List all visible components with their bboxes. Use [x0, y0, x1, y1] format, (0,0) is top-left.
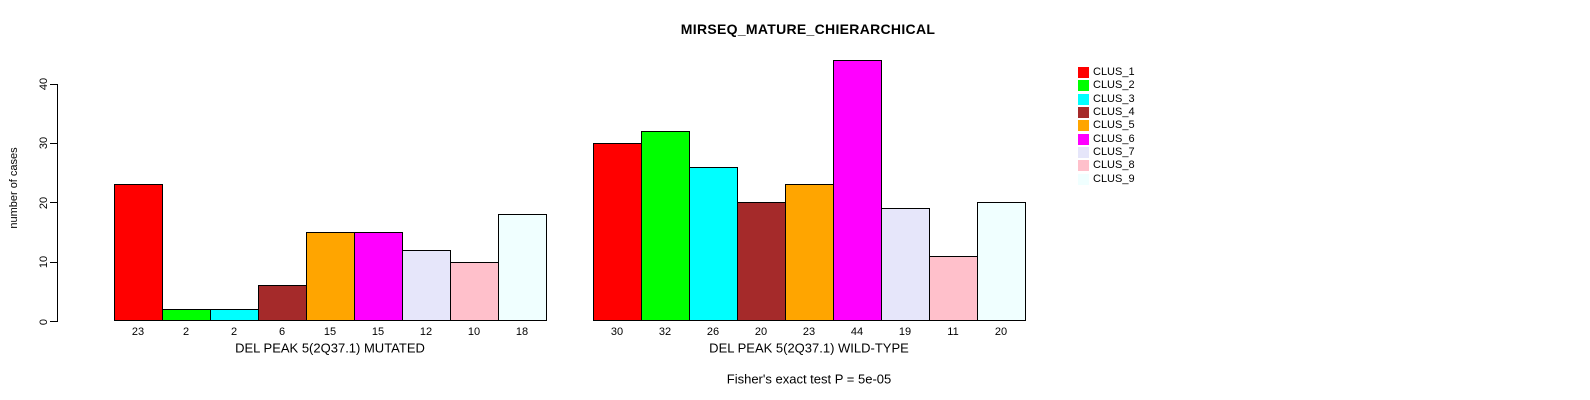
- legend-label: CLUS_7: [1093, 146, 1135, 159]
- bar: [210, 309, 259, 321]
- bar: [833, 59, 882, 321]
- bar-value-label: 26: [706, 326, 720, 338]
- bar-value-label: 6: [278, 326, 286, 338]
- y-tick-label: 10: [38, 256, 50, 269]
- bar-value-label: 10: [467, 326, 481, 338]
- legend-label: CLUS_5: [1093, 119, 1135, 132]
- legend-swatch: [1078, 133, 1089, 145]
- legend-label: CLUS_1: [1093, 66, 1135, 78]
- fisher-test-caption: Fisher's exact test P = 5e-05: [726, 371, 892, 387]
- x-axis-label-mutated: DEL PEAK 5(2Q37.1) MUTATED: [235, 340, 425, 356]
- legend-swatch: [1078, 120, 1089, 132]
- bar-value-label: 20: [754, 326, 768, 338]
- bar: [929, 255, 978, 321]
- bar-value-label: 11: [947, 326, 959, 338]
- bar-value-label: 23: [802, 326, 816, 338]
- bar-value-label: 32: [658, 326, 672, 338]
- bar: [498, 214, 547, 321]
- legend-swatch: [1078, 93, 1089, 105]
- legend-swatch: [1078, 173, 1089, 185]
- bar: [881, 208, 930, 321]
- legend-swatch: [1078, 147, 1089, 159]
- bar: [402, 249, 451, 321]
- legend-label: CLUS_2: [1093, 79, 1135, 92]
- bar: [258, 285, 307, 321]
- legend-label: CLUS_3: [1093, 92, 1135, 105]
- legend-swatch: [1078, 80, 1089, 92]
- bar: [641, 131, 690, 321]
- bar: [114, 184, 163, 321]
- bar: [354, 231, 403, 321]
- bar-value-label: 19: [898, 326, 912, 338]
- y-tick-label: 30: [38, 137, 50, 150]
- bar: [785, 184, 834, 321]
- bar-value-label: 2: [182, 326, 190, 338]
- bar-value-label: 2: [230, 326, 238, 338]
- bar-value-label: 20: [994, 326, 1008, 338]
- x-axis-label-wildtype: DEL PEAK 5(2Q37.1) WILD-TYPE: [709, 340, 909, 356]
- legend-swatch: [1078, 67, 1089, 78]
- legend-swatch: [1078, 160, 1089, 172]
- y-tick: [50, 83, 57, 85]
- bar: [689, 166, 738, 321]
- bar-value-label: 30: [610, 326, 624, 338]
- y-tick-label: 0: [38, 318, 50, 325]
- legend-label: CLUS_9: [1093, 172, 1135, 185]
- bar: [737, 202, 786, 321]
- legend-label: CLUS_4: [1093, 106, 1135, 119]
- legend-swatch: [1078, 107, 1089, 119]
- bar-value-label: 23: [131, 326, 145, 338]
- y-tick: [50, 261, 57, 263]
- bar: [306, 231, 355, 321]
- y-tick: [50, 202, 57, 204]
- y-tick: [50, 142, 57, 144]
- bar: [450, 261, 499, 321]
- y-tick-label: 40: [38, 77, 50, 91]
- bar-value-label: 15: [323, 326, 337, 338]
- bar: [162, 309, 211, 321]
- bar-value-label: 18: [515, 326, 529, 338]
- bar-value-label: 12: [419, 326, 433, 338]
- bar-value-label: 15: [371, 326, 385, 338]
- y-axis-line: [57, 83, 58, 322]
- legend-label: CLUS_6: [1093, 132, 1135, 145]
- chart-title: MIRSEQ_MATURE_CHIERARCHICAL: [680, 21, 936, 37]
- bar-value-label: 44: [850, 326, 864, 338]
- legend-label: CLUS_8: [1093, 159, 1135, 172]
- bar: [977, 202, 1026, 321]
- y-tick: [50, 321, 57, 322]
- y-tick-label: 20: [38, 196, 50, 209]
- bar: [593, 142, 642, 321]
